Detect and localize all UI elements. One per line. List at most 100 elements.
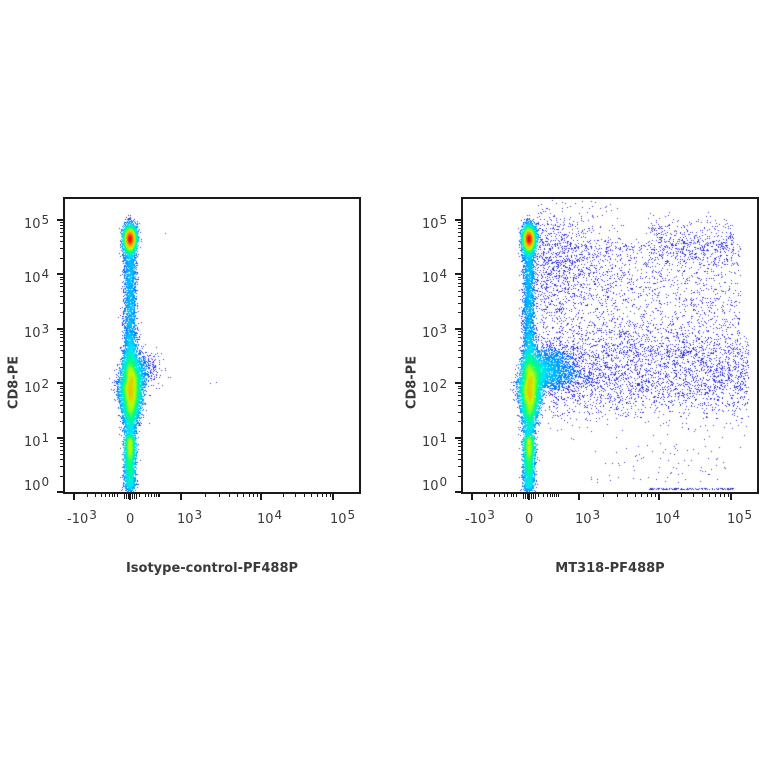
- axis-tick: [458, 386, 461, 387]
- axis-tick: [558, 493, 559, 497]
- axis-tick: [159, 493, 160, 497]
- axis-tick: [60, 412, 63, 413]
- y-tick-1e1: 101: [422, 431, 448, 450]
- axis-tick: [60, 367, 63, 368]
- axis-tick: [458, 440, 461, 441]
- axis-tick: [458, 337, 461, 338]
- axis-tick: [507, 493, 508, 497]
- axis-tick: [60, 357, 63, 358]
- axis-tick: [458, 279, 461, 280]
- axis-tick: [458, 466, 461, 467]
- y-tick-1e1: 101: [24, 431, 50, 450]
- axis-tick: [87, 493, 88, 497]
- axis-tick: [458, 248, 461, 249]
- y-tick-1e4: 104: [24, 267, 50, 286]
- axis-tick: [60, 303, 63, 304]
- axis-tick: [156, 493, 157, 497]
- axis-tick: [486, 493, 487, 497]
- axis-tick: [60, 228, 63, 229]
- axis-tick: [332, 493, 334, 500]
- axis-tick: [458, 459, 461, 460]
- axis-tick: [105, 493, 106, 497]
- axis-tick: [635, 493, 636, 497]
- axis-tick: [60, 341, 63, 342]
- axis-tick: [543, 493, 544, 497]
- y-tick-1e0: 100: [422, 475, 448, 494]
- axis-tick: [458, 388, 461, 389]
- axis-tick: [60, 291, 63, 292]
- axis-tick: [455, 491, 461, 493]
- axis-tick: [57, 437, 63, 439]
- axis-tick: [60, 450, 63, 451]
- axis-tick: [311, 493, 312, 497]
- axis-tick: [154, 493, 155, 497]
- y-tick-1e0: 100: [24, 475, 50, 494]
- axis-tick: [60, 350, 63, 351]
- axis-tick: [229, 493, 230, 497]
- axis-tick: [295, 493, 296, 497]
- axis-tick: [158, 493, 159, 497]
- axis-tick: [219, 493, 220, 497]
- axis-tick: [117, 493, 118, 497]
- axis-tick: [60, 232, 63, 233]
- axis-tick: [531, 493, 532, 499]
- axis-tick: [458, 331, 461, 332]
- axis-tick: [60, 405, 63, 406]
- axis-tick: [60, 241, 63, 242]
- axis-tick: [101, 493, 102, 497]
- x-tick-0: 0: [525, 512, 534, 527]
- y-tick-1e5: 105: [422, 213, 448, 232]
- axis-tick: [516, 493, 517, 497]
- axis-tick: [658, 493, 660, 500]
- x-tick-1e3: 103: [177, 508, 203, 527]
- axis-tick: [525, 493, 526, 499]
- axis-tick: [128, 493, 129, 499]
- axis-tick: [180, 493, 182, 500]
- axis-tick: [715, 493, 716, 497]
- y-tick-1e2: 102: [24, 377, 50, 396]
- axis-tick: [458, 258, 461, 259]
- axis-tick: [458, 277, 461, 278]
- axis-tick: [538, 493, 539, 497]
- axis-tick: [60, 277, 63, 278]
- x-tick-1e3: 103: [575, 508, 601, 527]
- axis-tick: [60, 296, 63, 297]
- axis-tick: [60, 345, 63, 346]
- axis-tick: [647, 493, 648, 497]
- axis-tick: [124, 493, 125, 499]
- density-scatter-isotype: [65, 199, 359, 492]
- axis-tick: [627, 493, 628, 497]
- axis-tick: [527, 493, 528, 499]
- axis-tick: [60, 258, 63, 259]
- axis-tick: [57, 219, 63, 221]
- axis-tick: [57, 273, 63, 275]
- axis-tick: [535, 493, 536, 499]
- axis-tick: [109, 493, 110, 497]
- axis-tick: [237, 493, 238, 497]
- axis-tick: [458, 312, 461, 313]
- axis-tick: [578, 493, 580, 500]
- axis-tick: [720, 493, 721, 497]
- axis-tick: [60, 395, 63, 396]
- y-tick-1e4: 104: [422, 267, 448, 286]
- axis-tick: [494, 493, 495, 497]
- axis-tick: [504, 493, 505, 497]
- axis-tick: [603, 493, 604, 497]
- axis-tick: [60, 236, 63, 237]
- axis-tick: [60, 440, 63, 441]
- axis-tick: [693, 493, 694, 497]
- axis-tick: [60, 248, 63, 249]
- axis-tick: [322, 493, 323, 497]
- axis-tick: [148, 493, 149, 497]
- axis-tick: [523, 493, 524, 499]
- axis-tick: [458, 443, 461, 444]
- axis-tick: [57, 382, 63, 384]
- x-tick-1e5: 105: [727, 508, 753, 527]
- axis-tick: [139, 493, 140, 497]
- axis-tick: [95, 493, 96, 497]
- axis-tick: [730, 493, 732, 500]
- axis-tick: [57, 328, 63, 330]
- axis-tick: [60, 446, 63, 447]
- axis-tick: [60, 334, 63, 335]
- axis-tick: [60, 476, 63, 477]
